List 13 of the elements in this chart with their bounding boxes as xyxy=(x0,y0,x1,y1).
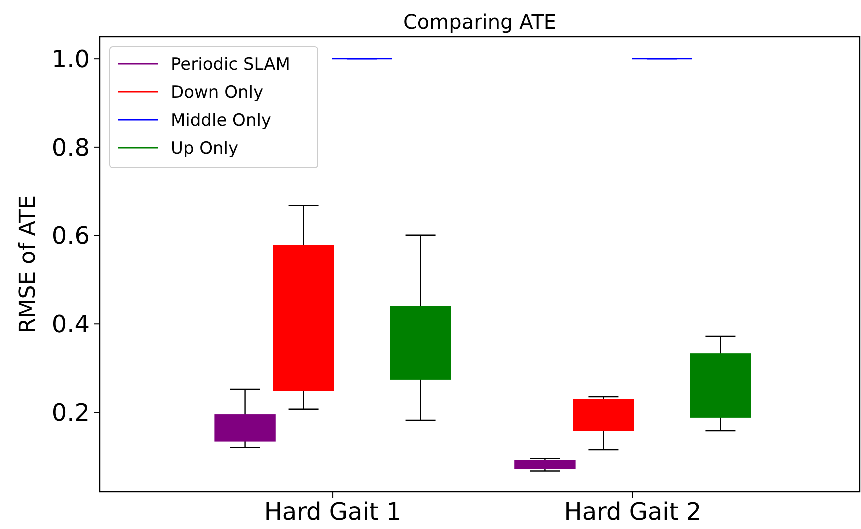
y-axis-title: RMSE of ATE xyxy=(16,195,41,334)
legend-label: Middle Only xyxy=(171,110,272,131)
legend-label: Up Only xyxy=(171,138,239,159)
legend-label: Down Only xyxy=(171,82,264,103)
y-tick-label: 0.6 xyxy=(52,222,90,250)
chart-title: Comparing ATE xyxy=(403,10,557,34)
y-tick-label: 0.2 xyxy=(52,398,90,427)
x-tick-label: Hard Gait 1 xyxy=(264,498,402,526)
y-tick-label: 1.0 xyxy=(52,45,90,74)
x-tick-label: Hard Gait 2 xyxy=(564,498,702,526)
legend-label: Periodic SLAM xyxy=(171,54,290,75)
y-tick-label: 0.8 xyxy=(52,134,90,162)
y-tick-label: 0.4 xyxy=(52,310,90,339)
